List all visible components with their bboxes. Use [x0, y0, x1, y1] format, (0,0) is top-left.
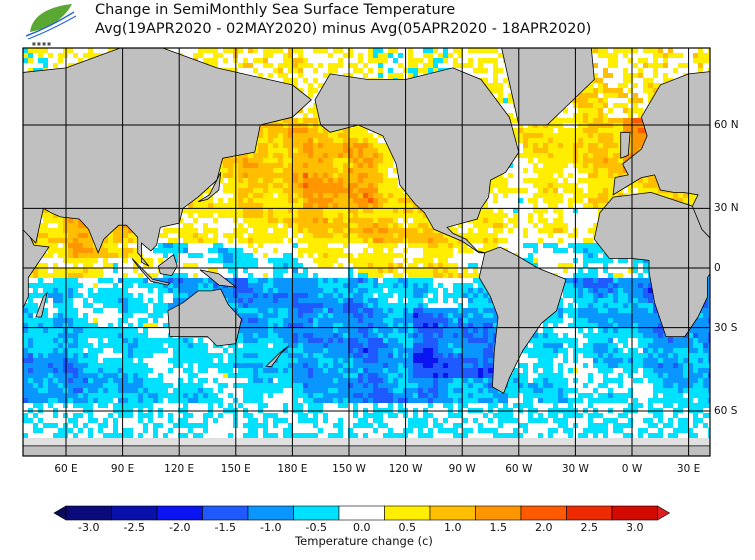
- lat-label: 30 S: [714, 321, 738, 334]
- colorbar-tick-label: 3.0: [626, 521, 644, 534]
- land-masses: [23, 48, 726, 456]
- colorbar-tick-label: -3.0: [78, 521, 100, 534]
- graticule: [23, 48, 710, 456]
- colorbar-swatch: [111, 505, 158, 521]
- colorbar-swatch: [475, 505, 522, 521]
- colorbar-tick-label: -1.0: [260, 521, 282, 534]
- colorbar-swatch: [566, 505, 613, 521]
- lat-label: 0: [714, 262, 721, 274]
- landmass: [199, 269, 238, 288]
- landmass: [35, 291, 48, 318]
- lat-label: 60 S: [714, 405, 738, 418]
- colorbar-swatch: [65, 505, 112, 521]
- colorbar-swatch: [156, 505, 203, 521]
- lon-label: 150 W: [332, 463, 366, 475]
- colorbar-swatch: [338, 505, 385, 521]
- colorbar-min-arrow: [53, 505, 67, 521]
- lon-label: 120 E: [164, 463, 195, 475]
- colorbar-title: Temperature change (c): [295, 534, 433, 548]
- chart-title: Change in SemiMonthly Sea Surface Temper…: [95, 2, 456, 18]
- svg-text:■ ■ ■ ■: ■ ■ ■ ■: [32, 41, 51, 46]
- landmass: [23, 445, 708, 456]
- lon-label: 180 E: [277, 463, 308, 475]
- lon-label: 120 W: [388, 463, 423, 475]
- colorbar-tick-label: 1.0: [444, 521, 462, 534]
- colorbar-swatch: [611, 505, 658, 521]
- colorbar-tick-label: -2.0: [169, 521, 191, 534]
- map-frame: [22, 47, 711, 457]
- landmass: [157, 254, 178, 277]
- colorbar-tick-label: 0.5: [398, 521, 417, 534]
- colorbar-max-arrow: [657, 505, 671, 521]
- landmass: [23, 220, 50, 310]
- landmass: [197, 172, 222, 203]
- lon-label: 90 E: [110, 463, 135, 475]
- lon-label: 60 E: [54, 463, 78, 475]
- lon-label: 60 W: [505, 463, 533, 475]
- landmass: [131, 258, 171, 286]
- lon-label: 30 E: [676, 463, 701, 475]
- colorbar-tick-label: 2.0: [535, 521, 553, 534]
- landmass: [593, 191, 710, 338]
- landmass: [478, 246, 567, 394]
- colorbar-tick-label: -1.5: [214, 521, 236, 534]
- colorbar-swatch: [384, 505, 431, 521]
- colorbar-swatch: [202, 505, 249, 521]
- lon-label: 30 W: [561, 463, 589, 475]
- colorbar-tick-label: 1.5: [489, 521, 508, 534]
- leaf-wave-logo: ■ ■ ■ ■: [25, 4, 77, 46]
- colorbar-swatch: [520, 505, 567, 521]
- lon-label: 0 W: [621, 463, 643, 475]
- colorbar-tick-label: 2.5: [580, 521, 599, 534]
- colorbar-tick-label: -2.5: [123, 521, 145, 534]
- landmass: [631, 445, 710, 456]
- colorbar-swatch: [429, 505, 476, 521]
- colorbar-swatch: [293, 505, 340, 521]
- colorbar-tick-label: -0.5: [305, 521, 327, 534]
- lon-label: 90 W: [448, 463, 476, 475]
- colorbar-tick-label: 0.0: [353, 521, 371, 534]
- landmass: [167, 288, 242, 347]
- landmass: [265, 345, 289, 367]
- landmass: [620, 131, 631, 159]
- lat-label: 60 N: [714, 118, 739, 131]
- landmass: [23, 48, 312, 267]
- landmass: [715, 293, 726, 317]
- lat-label: 30 N: [714, 202, 739, 215]
- sst-change-map: [22, 47, 726, 457]
- landmass: [314, 67, 520, 254]
- chart-subtitle: Avg(19APR2020 - 02MAY2020) minus Avg(05A…: [95, 21, 592, 37]
- lon-label: 150 E: [220, 463, 251, 475]
- colorbar-swatch: [247, 505, 294, 521]
